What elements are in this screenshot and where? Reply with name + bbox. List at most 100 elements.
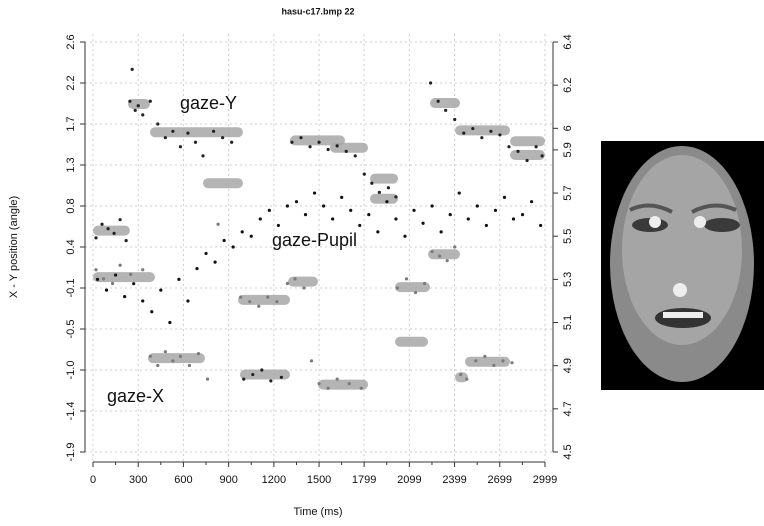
gaze-point xyxy=(266,295,270,299)
gaze-point xyxy=(394,217,398,221)
gaze-point xyxy=(128,99,132,103)
gaze-point xyxy=(326,147,330,152)
y2-tick-label: 4.7 xyxy=(562,401,574,416)
gaze-point xyxy=(480,136,484,140)
gaze-point xyxy=(159,288,163,292)
gaze-point xyxy=(231,245,235,249)
gaze-point xyxy=(133,108,137,112)
gaze-point xyxy=(335,377,339,381)
gaze-point xyxy=(95,277,100,281)
gaze-point xyxy=(312,191,317,195)
gaze-point xyxy=(163,350,167,354)
gaze-point xyxy=(465,377,469,381)
x-tick-label: 2399 xyxy=(442,474,466,486)
gaze-point xyxy=(258,217,262,221)
y2-tick-label: 6 xyxy=(562,125,574,131)
y2-tick-label: 5.7 xyxy=(562,185,574,200)
gaze-point xyxy=(240,230,244,234)
gaze-point xyxy=(489,129,493,133)
gaze-point xyxy=(331,217,335,221)
gaze-point xyxy=(104,288,109,292)
y-tick-label: -0.5 xyxy=(65,320,77,339)
gaze-point xyxy=(370,181,374,185)
gaze-point xyxy=(205,377,210,381)
y2-tick-label: 6.4 xyxy=(562,34,574,49)
gaze-point xyxy=(358,223,362,228)
gaze-point xyxy=(453,117,457,122)
gaze-point xyxy=(484,223,488,228)
gaze-point xyxy=(257,304,261,308)
gaze-point xyxy=(242,377,246,381)
gaze-point xyxy=(438,254,442,258)
x-tick-label: 0 xyxy=(90,474,96,486)
gaze-point xyxy=(123,295,127,299)
gaze-point xyxy=(156,122,160,126)
y2-tick-label: 5.9 xyxy=(562,142,574,157)
gaze-point xyxy=(448,213,452,217)
gaze-point xyxy=(453,245,457,249)
gaze-point xyxy=(394,195,398,199)
x-axis-label: Time (ms) xyxy=(293,506,342,518)
gaze-point xyxy=(100,222,104,226)
gaze-point xyxy=(178,354,183,358)
y-tick-label: -1.4 xyxy=(65,402,77,421)
y-tick-label: -0.1 xyxy=(65,279,77,298)
gaze-point xyxy=(335,144,339,148)
gaze-point xyxy=(249,234,253,238)
gaze-point xyxy=(171,129,175,133)
gaze-point xyxy=(395,286,400,290)
gaze-point xyxy=(317,382,321,386)
gaze-point xyxy=(293,277,297,281)
y-tick-label: 0.8 xyxy=(65,198,77,213)
gaze-point xyxy=(309,359,314,363)
gaze-point xyxy=(507,145,511,149)
gaze-point xyxy=(114,273,118,277)
gaze-point xyxy=(520,213,525,217)
gaze-point xyxy=(326,386,330,390)
gaze-point xyxy=(216,222,220,226)
gaze-point xyxy=(187,363,192,368)
gaze-point xyxy=(359,386,363,390)
gaze-point xyxy=(124,239,128,243)
gaze-point xyxy=(457,191,461,195)
gaze-point xyxy=(377,190,381,194)
gaze-point xyxy=(141,299,145,303)
gaze-point xyxy=(132,282,136,286)
gaze-point xyxy=(413,290,418,295)
gaze-point xyxy=(540,154,544,158)
gaze-point xyxy=(230,140,234,144)
gaze-point xyxy=(290,140,294,144)
gaze-point xyxy=(118,218,122,222)
y2-tick-label: 5.5 xyxy=(562,229,574,244)
x-tick-label: 300 xyxy=(129,474,147,486)
y-axis-label: X - Y position (angle) xyxy=(8,196,20,298)
gaze-point xyxy=(201,154,205,158)
gaze-point xyxy=(129,272,133,276)
gaze-point xyxy=(362,172,366,176)
gaze-point xyxy=(222,238,226,243)
gaze-point xyxy=(429,81,433,85)
gaze-point xyxy=(445,259,449,263)
y2-tick-label: 4.5 xyxy=(562,444,574,459)
x-tick-label: 600 xyxy=(174,474,192,486)
gaze-point xyxy=(204,251,208,256)
gaze-point xyxy=(141,113,145,117)
gaze-point xyxy=(347,382,351,386)
gaze-point xyxy=(404,277,409,281)
gaze-point xyxy=(148,99,152,103)
gaze-point xyxy=(539,223,543,228)
gaze-point xyxy=(260,368,264,372)
y-tick-label: 2.2 xyxy=(65,75,77,90)
gaze-point xyxy=(317,140,321,144)
gaze-point xyxy=(493,208,498,212)
gaze-point xyxy=(367,213,371,217)
gaze-point xyxy=(459,372,463,377)
y2-tick-label: 4.9 xyxy=(562,358,574,373)
y-tick-label: 1.7 xyxy=(65,116,77,131)
gaze-point xyxy=(94,236,98,240)
gaze-point xyxy=(303,213,308,217)
gaze-point xyxy=(498,133,502,137)
gaze-point xyxy=(412,208,416,212)
gaze-point xyxy=(101,277,106,281)
gaze-point xyxy=(221,136,225,140)
